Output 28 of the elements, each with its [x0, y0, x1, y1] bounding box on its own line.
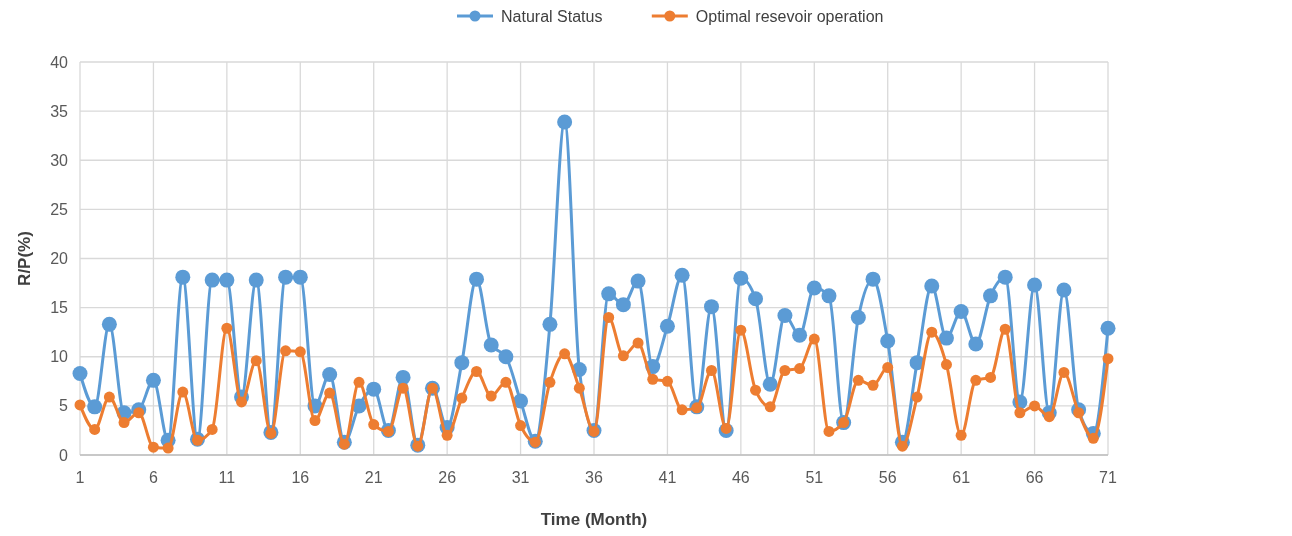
- legend-label: Optimal resevoir operation: [695, 7, 884, 25]
- legend-label: Natural Status: [501, 7, 603, 25]
- x-tick-label: 36: [585, 469, 603, 486]
- y-axis-title: R/P(%): [15, 231, 34, 286]
- x-tick-label: 31: [511, 469, 530, 486]
- y-tick-label: 40: [50, 53, 69, 71]
- x-tick-label: 61: [952, 469, 971, 486]
- x-tick-label: 16: [291, 469, 310, 486]
- y-tick-label: 20: [50, 250, 69, 268]
- y-tick-label: 5: [59, 397, 69, 415]
- x-tick-label: 51: [805, 469, 824, 486]
- x-axis-title: Time (Month): [540, 510, 648, 529]
- y-tick-label: 35: [50, 102, 69, 120]
- x-tick-label: 46: [731, 469, 750, 486]
- y-tick-label: 0: [59, 446, 69, 464]
- y-tick-label: 15: [50, 299, 69, 317]
- x-tick-label: 21: [364, 469, 383, 486]
- x-tick-label: 56: [878, 469, 897, 486]
- y-tick-label: 10: [50, 348, 69, 366]
- x-tick-label: 41: [658, 469, 677, 486]
- x-tick-label: 66: [1025, 469, 1044, 486]
- x-tick-label: 26: [438, 469, 457, 486]
- x-tick-label: 11: [218, 469, 236, 486]
- y-tick-label: 25: [50, 200, 69, 218]
- x-tick-label: 1: [75, 469, 85, 486]
- y-tick-label: 30: [50, 151, 69, 169]
- x-tick-label: 6: [148, 469, 158, 486]
- x-tick-label: 71: [1099, 469, 1117, 486]
